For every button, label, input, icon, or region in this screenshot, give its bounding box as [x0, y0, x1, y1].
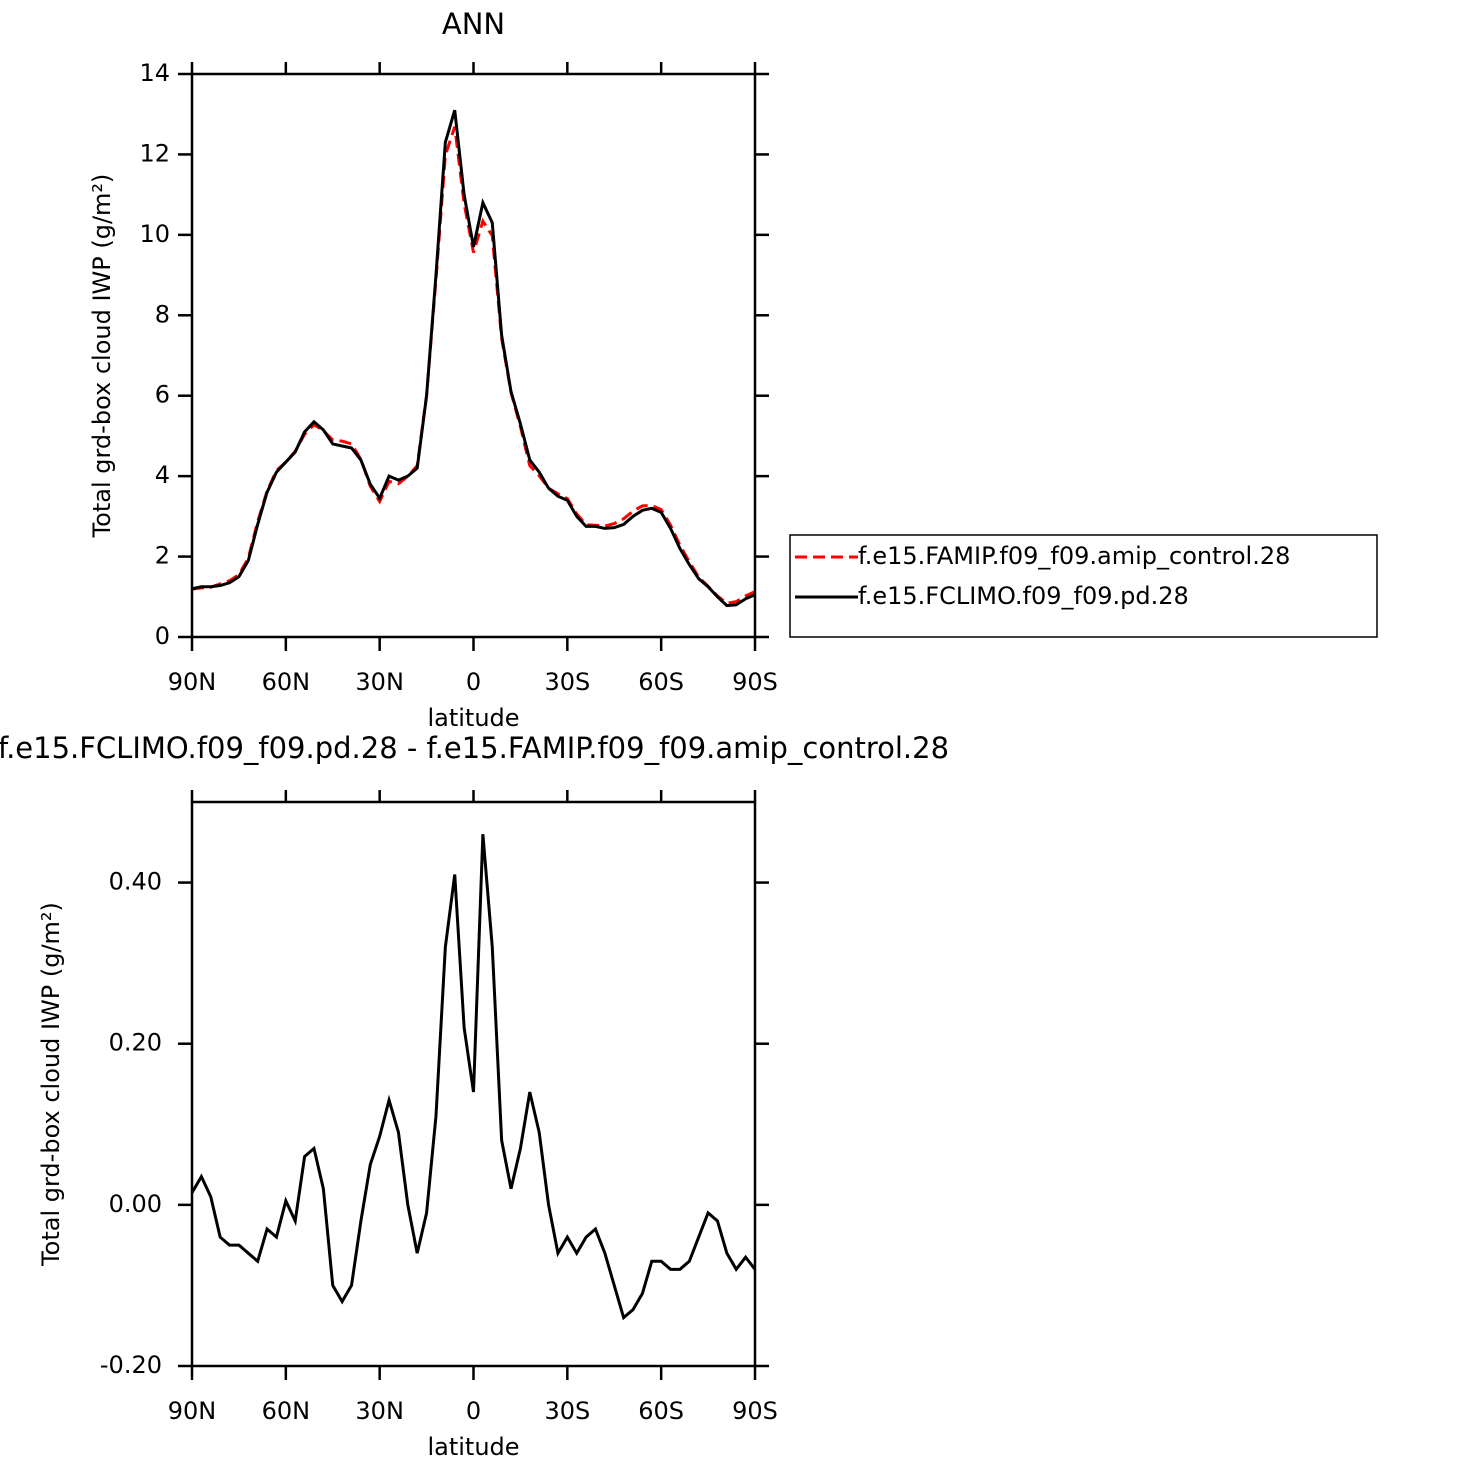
y-tick-label: 0.00: [109, 1190, 162, 1218]
x-tick-label: 60N: [262, 668, 311, 696]
x-tick-label: 60N: [262, 1397, 311, 1425]
chart-title: ANN: [442, 7, 505, 41]
y-axis-label: Total grd-box cloud IWP (g/m²): [88, 174, 116, 539]
x-tick-label: 0: [466, 1397, 481, 1425]
y-tick-label: 0.40: [109, 868, 162, 896]
legend-label: f.e15.FCLIMO.f09_f09.pd.28: [858, 582, 1189, 610]
y-tick-label: 4: [155, 461, 170, 489]
x-tick-label: 30N: [355, 1397, 404, 1425]
x-axis-label: latitude: [427, 1433, 519, 1461]
x-tick-label: 60S: [638, 668, 684, 696]
legend-box: [789, 534, 1378, 638]
legend-label: f.e15.FAMIP.f09_f09.amip_control.28: [858, 542, 1290, 570]
x-tick-label: 30N: [355, 668, 404, 696]
y-tick-label: 2: [155, 542, 170, 570]
plot-frame: [190, 72, 757, 639]
y-tick-label: 0.20: [109, 1029, 162, 1057]
chart-title: f.e15.FCLIMO.f09_f09.pd.28 - f.e15.FAMIP…: [0, 731, 949, 765]
x-tick-label: 0: [466, 668, 481, 696]
y-tick-label: 14: [139, 59, 170, 87]
x-tick-label: 90S: [732, 1397, 778, 1425]
data-line: [192, 109, 755, 608]
x-tick-label: 60S: [638, 1397, 684, 1425]
x-tick-label: 90N: [168, 1397, 217, 1425]
y-tick-label: -0.20: [100, 1351, 162, 1379]
y-tick-label: 6: [155, 381, 170, 409]
data-line: [192, 834, 755, 1321]
x-tick-label: 90N: [168, 668, 217, 696]
y-tick-label: 0: [155, 622, 170, 650]
x-tick-label: 30S: [544, 668, 590, 696]
x-tick-label: 30S: [544, 1397, 590, 1425]
y-axis-label: Total grd-box cloud IWP (g/m²): [37, 902, 65, 1267]
y-tick-label: 12: [139, 139, 170, 167]
y-tick-label: 10: [139, 220, 170, 248]
plot-frame: [190, 800, 757, 1368]
x-tick-label: 90S: [732, 668, 778, 696]
x-axis-label: latitude: [427, 704, 519, 732]
y-tick-label: 8: [155, 300, 170, 328]
